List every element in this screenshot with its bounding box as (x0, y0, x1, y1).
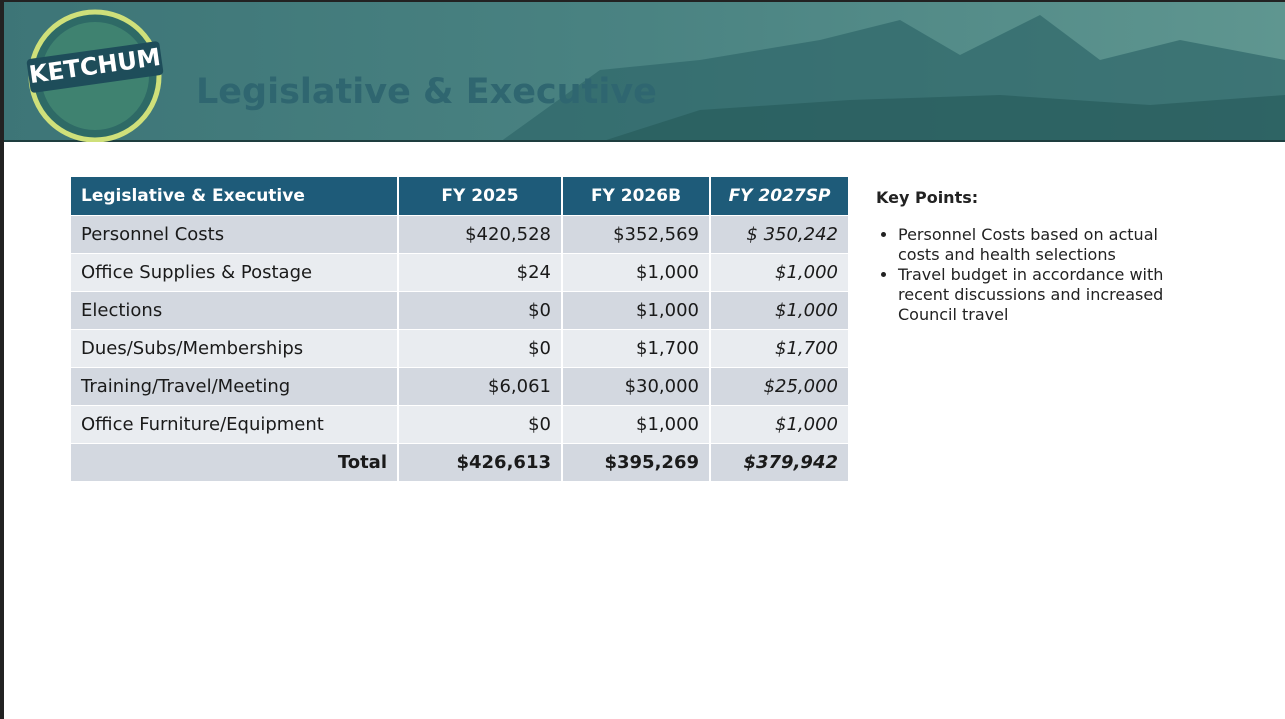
slide: KETCHUM Legislative & Executive Legislat… (0, 0, 1285, 719)
slide-frame (0, 0, 1285, 719)
